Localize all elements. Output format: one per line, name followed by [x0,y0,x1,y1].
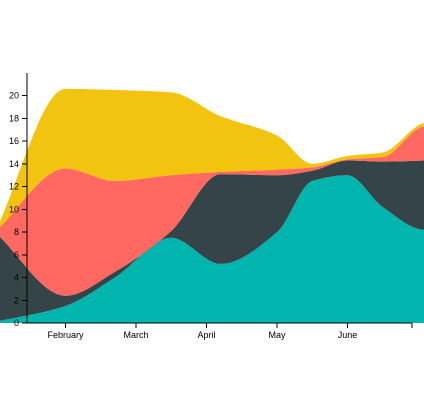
y-axis: 0 2 4 6 8 10 12 14 16 18 20 [9,73,28,328]
x-tick-label: June [338,330,358,340]
y-tick-label: 14 [9,159,19,169]
y-tick-label: 4 [14,273,19,283]
series-area-3 [0,126,424,296]
y-tick-label: 8 [14,227,19,237]
y-tick-label: 18 [9,113,19,123]
series-area-4 [0,88,424,228]
y-tick-label: 0 [14,318,19,328]
x-tick-label: April [197,330,215,340]
x-tick-label: May [268,330,286,340]
x-tick-label: March [123,330,148,340]
y-tick-label: 12 [9,182,19,192]
y-tick-label: 6 [14,250,19,260]
y-tick-label: 2 [14,295,19,305]
y-tick-label: 16 [9,136,19,146]
y-tick-label: 20 [9,91,19,101]
x-tick-label: February [47,330,84,340]
series-area-1 [0,175,424,324]
y-tick-label: 10 [9,204,19,214]
x-axis: February March April May June [27,322,413,340]
series-areas [0,88,424,324]
series-area-2 [0,160,424,321]
